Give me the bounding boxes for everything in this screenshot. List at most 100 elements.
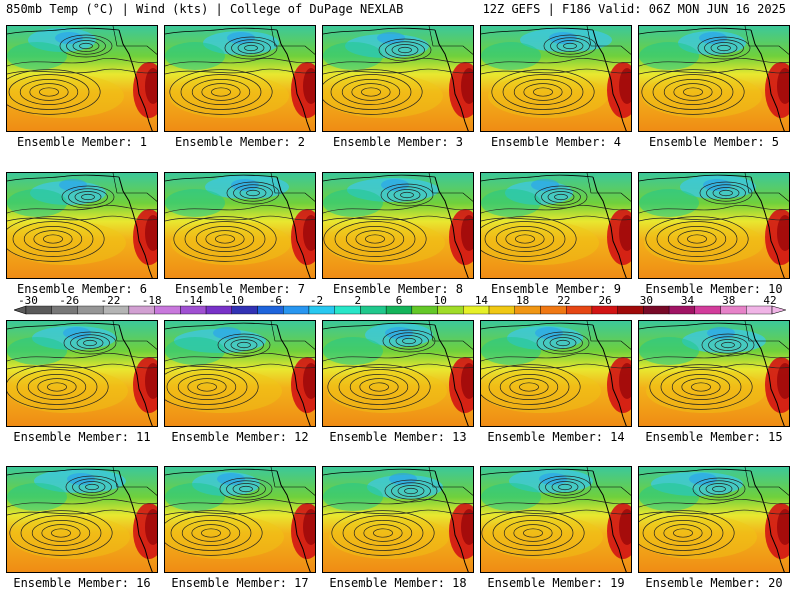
border-line xyxy=(112,321,157,350)
hot-core xyxy=(303,215,315,251)
colorbar-tick-label: -18 xyxy=(142,296,162,307)
border-line xyxy=(270,173,315,202)
border-line xyxy=(270,467,315,496)
coastline xyxy=(276,470,311,572)
wind-contours xyxy=(639,477,789,556)
cold-core xyxy=(531,179,559,191)
wind-contours xyxy=(481,331,631,410)
ensemble-member-label: Ensemble Member: 10 xyxy=(645,282,783,296)
cool-region xyxy=(165,337,225,365)
coastline xyxy=(592,470,627,572)
colorbar-tick-label: 34 xyxy=(681,296,695,307)
hot-core xyxy=(461,68,473,104)
colorbar-swatch xyxy=(540,305,567,315)
cool-region xyxy=(639,189,699,217)
hot-core xyxy=(619,363,631,399)
wind-contours xyxy=(481,475,631,556)
warm-region xyxy=(8,369,128,413)
ensemble-member-label: Ensemble Member: 7 xyxy=(174,282,306,296)
hot-core xyxy=(619,215,631,251)
border-line xyxy=(586,26,631,55)
wind-contours xyxy=(639,333,789,410)
warm-region xyxy=(488,74,608,118)
colorbar-tick-label: -30 xyxy=(18,296,38,307)
hot-core xyxy=(619,509,631,545)
ensemble-member-label: Ensemble Member: 2 xyxy=(174,135,306,149)
northern-coastline xyxy=(481,27,594,35)
coastline xyxy=(592,324,627,426)
valid-time: 12Z GEFS | F186 Valid: 06Z MON JUN 16 20… xyxy=(482,2,786,16)
border-line xyxy=(586,467,631,496)
wind-contours xyxy=(7,34,157,115)
coastline xyxy=(276,176,311,278)
border-line xyxy=(744,26,789,55)
cool-region xyxy=(165,189,225,217)
coastline xyxy=(434,324,469,426)
northern-coastline xyxy=(165,322,278,330)
ensemble-member-label: Ensemble Member: 1 xyxy=(16,135,148,149)
hot-core xyxy=(303,363,315,399)
cold-core xyxy=(689,473,717,485)
ensemble-map-panel xyxy=(6,25,158,132)
warm-region xyxy=(169,74,289,118)
colorbar-swatch xyxy=(720,305,747,315)
cold-core xyxy=(377,32,405,44)
ensemble-map-panel xyxy=(480,466,632,573)
ensemble-member-label: Ensemble Member: 16 xyxy=(13,576,151,590)
wind-contours xyxy=(165,333,315,410)
warm-region xyxy=(483,515,603,559)
colorbar-swatch xyxy=(77,305,104,315)
coastline xyxy=(750,470,785,572)
cold-air-pool xyxy=(682,329,766,353)
ensemble-map-panel xyxy=(638,25,790,132)
warm-region xyxy=(329,515,449,559)
coastline xyxy=(118,29,153,131)
colorbar-swatch xyxy=(385,305,413,315)
cool-region xyxy=(323,42,383,70)
ensemble-member-label: Ensemble Member: 9 xyxy=(490,282,622,296)
border-line xyxy=(428,321,473,350)
ensemble-map-panel xyxy=(480,172,632,279)
cool-region xyxy=(7,483,67,511)
colorbar-tick-label: -22 xyxy=(101,296,121,307)
colorbar-swatch xyxy=(643,305,670,315)
wind-contours xyxy=(323,479,473,556)
colorbar-tick-label: 38 xyxy=(722,296,735,307)
border-line xyxy=(270,26,315,55)
coastline xyxy=(750,176,785,278)
ensemble-member-label: Ensemble Member: 8 xyxy=(332,282,464,296)
colorbar-swatch xyxy=(25,305,52,315)
coastline xyxy=(434,176,469,278)
colorbar-swatch xyxy=(437,305,464,315)
colorbar-tick-label: -6 xyxy=(269,296,282,307)
coastline xyxy=(434,470,469,572)
northern-coastline xyxy=(7,322,120,330)
northern-coastline xyxy=(481,468,594,476)
cool-region xyxy=(7,42,67,70)
colorbar-swatch xyxy=(128,305,155,315)
ensemble-map-panel xyxy=(164,320,316,427)
border-line xyxy=(428,26,473,55)
coastline xyxy=(750,324,785,426)
coastline xyxy=(750,29,785,131)
colorbar-swatch xyxy=(668,305,696,315)
colorbar-swatch xyxy=(694,305,721,315)
northern-coastline xyxy=(165,174,278,182)
wind-contours xyxy=(323,183,473,262)
hot-core xyxy=(777,363,789,399)
northern-coastline xyxy=(323,322,436,330)
wind-contours xyxy=(481,34,631,115)
ensemble-map-panel xyxy=(6,172,158,279)
ensemble-member-label: Ensemble Member: 5 xyxy=(648,135,780,149)
ensemble-member-label: Ensemble Member: 11 xyxy=(13,430,151,444)
northern-coastline xyxy=(7,468,120,476)
wind-contours xyxy=(7,185,157,262)
ensemble-member-label: Ensemble Member: 6 xyxy=(16,282,148,296)
border-line xyxy=(270,321,315,350)
hot-core xyxy=(461,215,473,251)
wind-contours xyxy=(323,329,473,410)
coastline xyxy=(592,176,627,278)
border-line xyxy=(586,321,631,350)
northern-coastline xyxy=(639,174,752,182)
northern-coastline xyxy=(165,468,278,476)
